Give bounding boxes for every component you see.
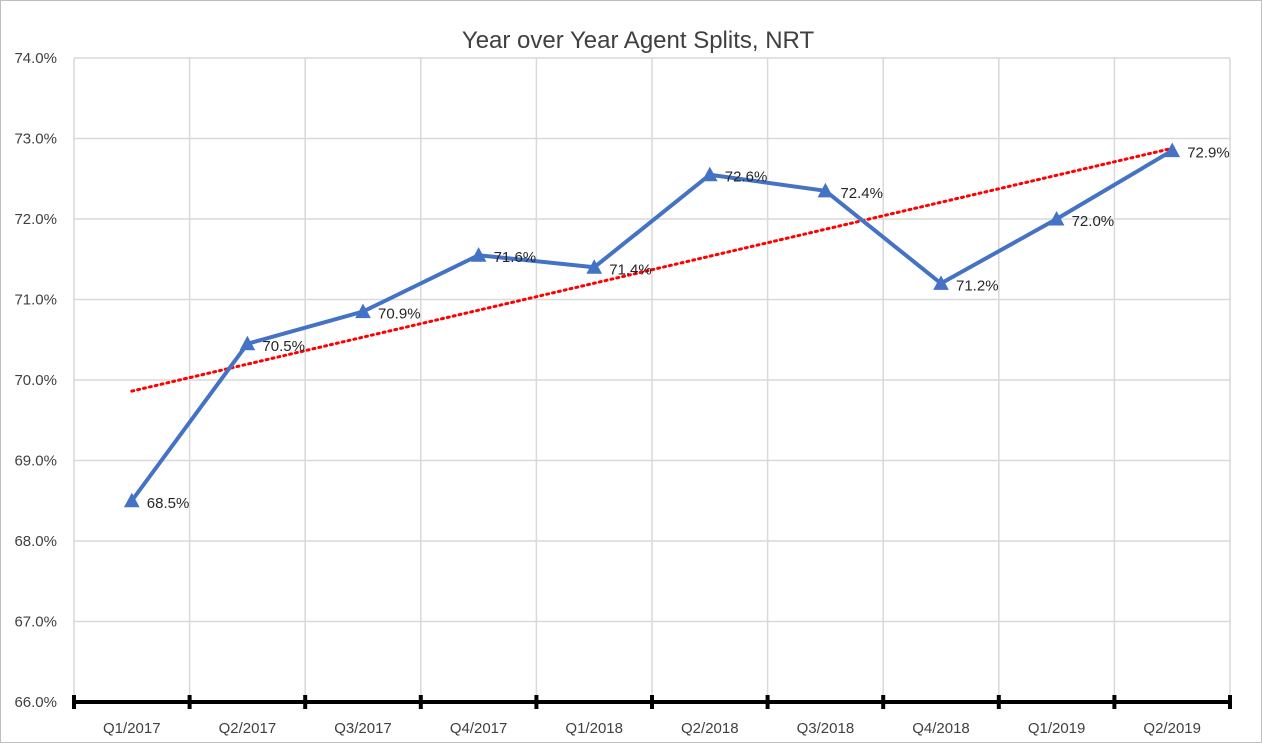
data-label: 71.6% xyxy=(494,249,537,266)
x-tick-label: Q1/2018 xyxy=(565,720,623,737)
y-tick-label: 69.0% xyxy=(14,453,57,470)
data-label: 72.0% xyxy=(1072,213,1115,230)
x-tick-label: Q2/2018 xyxy=(681,720,739,737)
x-tick-label: Q2/2017 xyxy=(219,720,277,737)
data-labels: 68.5% 70.5% 70.9% 71.6% 71.4% 72.6% 72.4% 71.2%… xyxy=(147,145,1230,512)
y-tick-label: 71.0% xyxy=(14,292,57,309)
data-label: 70.5% xyxy=(262,338,305,355)
y-tick-label: 66.0% xyxy=(14,694,57,711)
x-tick-label: Q1/2017 xyxy=(103,720,161,737)
x-tick-label: Q1/2019 xyxy=(1028,720,1086,737)
y-tick-label: 72.0% xyxy=(14,211,57,228)
data-label: 68.5% xyxy=(147,495,190,512)
data-point-marker xyxy=(239,335,256,351)
data-point-marker xyxy=(817,182,834,198)
data-label: 72.4% xyxy=(840,185,883,202)
trendline xyxy=(130,146,1174,393)
chart-title: Year over Year Agent Splits, NRT xyxy=(462,27,815,54)
data-point-marker xyxy=(470,247,487,262)
trendline-line xyxy=(130,146,1174,393)
gridlines xyxy=(73,57,1231,702)
data-label: 72.6% xyxy=(725,169,768,186)
data-label: 71.4% xyxy=(609,261,652,278)
x-tick-label: Q4/2018 xyxy=(912,720,970,737)
data-point-marker xyxy=(355,303,371,319)
data-label: 72.9% xyxy=(1187,145,1230,162)
x-axis xyxy=(72,695,1232,709)
x-tick-label: Q2/2019 xyxy=(1143,720,1201,737)
y-tick-label: 73.0% xyxy=(14,131,57,148)
data-point-marker xyxy=(701,166,718,182)
data-point-marker xyxy=(123,492,140,508)
x-tick-label: Q4/2017 xyxy=(450,720,508,737)
y-tick-label: 70.0% xyxy=(14,372,57,389)
x-axis-labels: Q1/2017 Q2/2017 Q3/2017 Q4/2017 Q1/2018 Q2/20… xyxy=(103,720,1201,737)
data-label: 71.2% xyxy=(956,277,999,294)
data-point-marker xyxy=(933,275,949,290)
y-tick-label: 67.0% xyxy=(14,614,57,631)
series-markers xyxy=(123,142,1181,508)
y-tick-label: 74.0% xyxy=(14,50,57,67)
data-label: 70.9% xyxy=(378,306,421,323)
x-tick-label: Q3/2018 xyxy=(797,720,855,737)
data-point-marker xyxy=(586,259,603,274)
y-tick-label: 68.0% xyxy=(14,533,57,550)
y-axis: 66.0% 67.0% 68.0% 69.0% 70.0% 71.0% 72.0% 73.0%… xyxy=(14,50,57,711)
x-tick-label: Q3/2017 xyxy=(334,720,392,737)
series-line xyxy=(130,148,1174,502)
data-point-marker xyxy=(1164,142,1181,158)
series-polyline xyxy=(130,148,1174,502)
data-point-marker xyxy=(1048,210,1065,226)
